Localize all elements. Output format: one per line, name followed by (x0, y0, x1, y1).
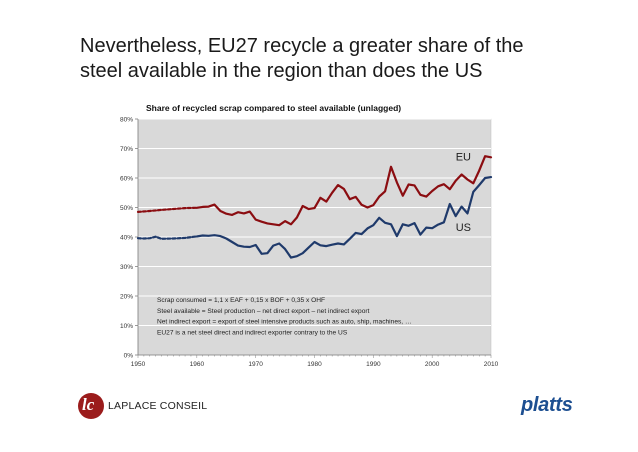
x-tick-label: 1950 (131, 361, 146, 368)
series-label-eu: EU (456, 151, 471, 163)
laplace-mark-letters: lc (82, 395, 95, 414)
y-tick-label: 70% (120, 146, 133, 153)
slide-title-line-1: Nevertheless, EU27 recycle a greater sha… (80, 35, 524, 57)
annotation-line: Scrap consumed = 1,1 x EAF + 0,15 x BOF … (157, 297, 325, 304)
y-tick-label: 20% (120, 294, 133, 301)
x-tick-label: 1990 (366, 361, 381, 368)
slide-title: Nevertheless, EU27 recycle a greater sha… (80, 34, 600, 84)
y-tick-label: 50% (120, 205, 133, 212)
y-tick-label: 40% (120, 235, 133, 242)
x-tick-label: 2010 (484, 361, 499, 368)
series-label-us: US (456, 222, 471, 234)
laplace-conseil-logo: lc LAPLACE CONSEIL (78, 393, 218, 421)
axes: 0% 10% 20% 30% 40% 50% 60% 70% 80% 1950 1960 1970 19… (120, 117, 499, 369)
annotation-line: Net indirect export = export of steel in… (157, 319, 412, 326)
annotation-line: EU27 is a net steel direct and indirect … (157, 329, 348, 336)
series-lines (136, 155, 493, 259)
series-us-solid-line (195, 176, 493, 259)
y-tick-label: 60% (120, 176, 133, 183)
annotation-box: Scrap consumed = 1,1 x EAF + 0,15 x BOF … (157, 297, 412, 336)
slide-title-line-2: steel available in the region than does … (80, 60, 483, 82)
y-tick-label: 80% (120, 117, 133, 124)
annotation-line: Steel available = Steel production – net… (157, 308, 370, 315)
laplace-mark-icon: lc (78, 393, 104, 419)
y-tick-label: 0% (124, 353, 134, 360)
series-eu-dashed-line (136, 206, 198, 213)
x-tick-label: 2000 (425, 361, 440, 368)
y-tick-label: 30% (120, 264, 133, 271)
platts-logo: platts (521, 394, 573, 416)
y-tick-label: 10% (120, 323, 133, 330)
x-tick-label: 1970 (248, 361, 263, 368)
gridlines (138, 118, 491, 326)
laplace-logo-text: LAPLACE CONSEIL (108, 400, 208, 412)
x-tick-label: 1980 (307, 361, 322, 368)
x-tick-label: 1960 (190, 361, 205, 368)
series-labels: EU US (456, 151, 471, 234)
series-eu-solid-line (195, 155, 493, 227)
chart-title: Share of recycled scrap compared to stee… (146, 103, 401, 113)
series-us-dashed-line (136, 235, 198, 240)
